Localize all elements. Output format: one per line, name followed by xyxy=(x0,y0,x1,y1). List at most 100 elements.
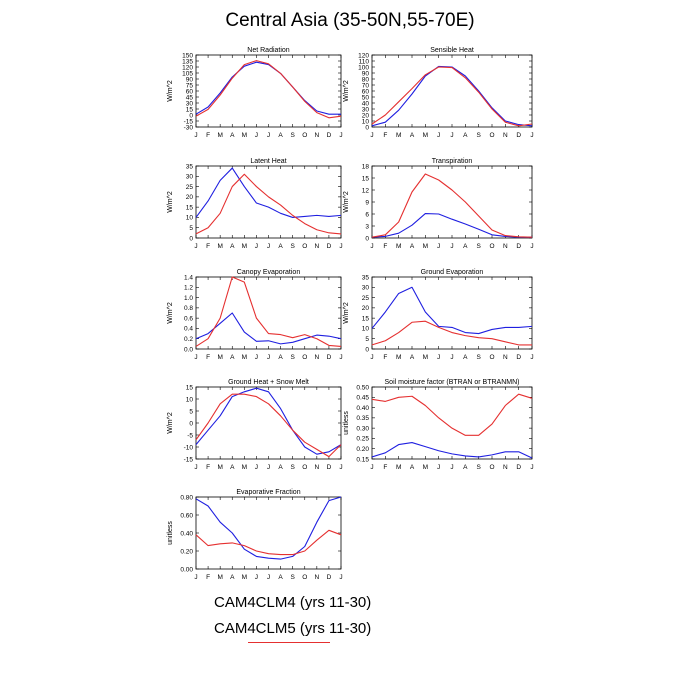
latent-heat-frame xyxy=(195,165,342,239)
soil-moisture-factor-btran-or-btranmn-xtick-label: J xyxy=(437,464,440,471)
ground-evaporation-xtick-label: J xyxy=(530,354,533,361)
ground-evaporation-ytick-label: 25 xyxy=(362,295,370,302)
ground-heat-snow-melt-xtick-label: A xyxy=(278,464,283,471)
canopy-evaporation-xtick-label: A xyxy=(278,354,283,361)
net-radiation-xtick-label: J xyxy=(194,132,197,139)
evaporative-fraction-series-line-clm5 xyxy=(195,529,342,556)
ground-evaporation-ytick-label: 0 xyxy=(365,346,369,353)
panel-evaporative-fraction: Evaporative Fraction unitless 0.00 0.20 0.40… xyxy=(167,489,343,581)
latent-heat-ytick-label: 5 xyxy=(189,225,193,232)
ground-heat-snow-melt-xtick-label: J xyxy=(194,464,197,471)
net-radiation-series-line-clm4 xyxy=(195,61,341,115)
canopy-evaporation-ytick-label: 0.0 xyxy=(184,346,193,353)
sensible-heat-ytick-label: 60 xyxy=(362,88,370,95)
net-radiation-ytick-label: 45 xyxy=(186,94,194,101)
ground-heat-snow-melt-xtick-label: J xyxy=(255,464,258,471)
net-radiation-xtick-label: S xyxy=(290,132,295,139)
sensible-heat-ylabel: W/m^2 xyxy=(343,80,350,102)
net-radiation-ytick-label: 135 xyxy=(182,58,193,65)
sensible-heat-xtick-label: M xyxy=(396,132,401,139)
soil-moisture-factor-btran-or-btranmn-xtick-label: J xyxy=(530,464,533,471)
ground-evaporation-xtick-label: A xyxy=(410,354,415,361)
soil-moisture-factor-btran-or-btranmn-ytick-label: 0.15 xyxy=(356,456,369,463)
transpiration-xtick-label: J xyxy=(437,243,440,250)
soil-moisture-factor-btran-or-btranmn-xtick-label: M xyxy=(423,464,428,471)
sensible-heat-ytick-label: 0 xyxy=(365,124,369,131)
ground-evaporation-frame xyxy=(371,276,533,350)
soil-moisture-factor-btran-or-btranmn-title: Soil moisture factor (BTRAN or BTRANMN) xyxy=(385,379,520,386)
legend-swatch-clm5 xyxy=(248,642,330,643)
ground-heat-snow-melt-xtick-label: D xyxy=(327,464,332,471)
transpiration-xtick-label: D xyxy=(516,243,521,250)
transpiration-title: Transpiration xyxy=(432,158,473,165)
ground-evaporation-ytick-label: 35 xyxy=(362,274,370,281)
sensible-heat-series-line-clm4 xyxy=(371,65,533,127)
ground-evaporation-xtick-label: N xyxy=(503,354,508,361)
latent-heat-xtick-label: O xyxy=(302,243,307,250)
canopy-evaporation-xtick-label: S xyxy=(290,354,295,361)
canopy-evaporation-series-line-clm4 xyxy=(195,312,342,345)
evaporative-fraction-xtick-label: J xyxy=(267,574,270,581)
soil-moisture-factor-btran-or-btranmn-ytick-label: 0.45 xyxy=(356,395,369,402)
ground-heat-snow-melt-ytick-label: 10 xyxy=(186,396,194,403)
ground-heat-snow-melt-ytick-label: 15 xyxy=(186,384,194,391)
canopy-evaporation-title: Canopy Evaporation xyxy=(237,269,301,276)
soil-moisture-factor-btran-or-btranmn-xtick-label: O xyxy=(489,464,494,471)
soil-moisture-factor-btran-or-btranmn-xtick-label: F xyxy=(383,464,387,471)
ground-heat-snow-melt-ytick-label: 0 xyxy=(189,420,193,427)
canopy-evaporation-xtick-label: M xyxy=(217,354,222,361)
transpiration-xtick-label: A xyxy=(410,243,415,250)
soil-moisture-factor-btran-or-btranmn-xtick-label: D xyxy=(516,464,521,471)
sensible-heat-ytick-label: 30 xyxy=(362,106,370,113)
ground-heat-snow-melt-xtick-label: F xyxy=(206,464,210,471)
evaporative-fraction-xtick-label: D xyxy=(327,574,332,581)
canopy-evaporation-xtick-label: J xyxy=(339,354,342,361)
soil-moisture-factor-btran-or-btranmn-ytick-label: 0.50 xyxy=(356,384,369,391)
net-radiation-title: Net Radiation xyxy=(247,47,290,54)
ground-evaporation-xtick-label: O xyxy=(489,354,494,361)
net-radiation-ytick-label: 15 xyxy=(186,106,194,113)
sensible-heat-xtick-label: A xyxy=(410,132,415,139)
canopy-evaporation-xtick-label: A xyxy=(230,354,235,361)
panel-net-radiation: Net Radiation W/m^2 -30-150153045607590105… xyxy=(167,47,343,139)
transpiration-xtick-label: F xyxy=(383,243,387,250)
figure-title: Central Asia (35-50N,55-70E) xyxy=(225,10,475,31)
sensible-heat-xtick-label: J xyxy=(450,132,453,139)
soil-moisture-factor-btran-or-btranmn-xtick-label: S xyxy=(476,464,481,471)
transpiration-series-line-clm4 xyxy=(371,213,532,238)
sensible-heat-ytick-label: 20 xyxy=(362,112,370,119)
canopy-evaporation-xtick-label: N xyxy=(314,354,319,361)
net-radiation-xtick-label: O xyxy=(302,132,307,139)
soil-moisture-factor-btran-or-btranmn-series-line-clm4 xyxy=(371,441,533,459)
latent-heat-title: Latent Heat xyxy=(250,158,286,165)
latent-heat-xtick-label: D xyxy=(327,243,332,250)
ground-evaporation-xtick-label: J xyxy=(437,354,440,361)
evaporative-fraction-ylabel: unitless xyxy=(167,521,174,545)
net-radiation-xtick-label: M xyxy=(217,132,222,139)
ground-evaporation-ytick-label: 15 xyxy=(362,315,370,322)
canopy-evaporation-ytick-label: 0.8 xyxy=(184,305,193,312)
ground-evaporation-ytick-label: 30 xyxy=(362,285,370,292)
net-radiation-xtick-label: F xyxy=(206,132,210,139)
evaporative-fraction-xtick-label: J xyxy=(255,574,258,581)
canopy-evaporation-ytick-label: 1.0 xyxy=(184,295,193,302)
transpiration-ytick-label: 12 xyxy=(362,187,370,194)
transpiration-xtick-label: J xyxy=(530,243,533,250)
ground-evaporation-series-line-clm4 xyxy=(371,286,533,335)
evaporative-fraction-title: Evaporative Fraction xyxy=(236,489,300,496)
latent-heat-xtick-label: A xyxy=(278,243,283,250)
net-radiation-xtick-label: A xyxy=(230,132,235,139)
transpiration-ytick-label: 9 xyxy=(365,199,369,206)
ground-heat-snow-melt-title: Ground Heat + Snow Melt xyxy=(228,379,309,386)
panel-ground-evaporation: Ground Evaporation W/m^2 0 5 10 15 20 25 30 35 J F M… xyxy=(343,269,534,361)
sensible-heat-ytick-label: 40 xyxy=(362,100,370,107)
soil-moisture-factor-btran-or-btranmn-ytick-label: 0.40 xyxy=(356,405,369,412)
transpiration-ytick-label: 15 xyxy=(362,175,370,182)
net-radiation-ytick-label: 0 xyxy=(189,112,193,119)
soil-moisture-factor-btran-or-btranmn-xtick-label: A xyxy=(463,464,468,471)
sensible-heat-xtick-label: M xyxy=(423,132,428,139)
evaporative-fraction-xtick-label: J xyxy=(339,574,342,581)
canopy-evaporation-xtick-label: D xyxy=(327,354,332,361)
ground-heat-snow-melt-xtick-label: O xyxy=(302,464,307,471)
ground-heat-snow-melt-ytick-label: 5 xyxy=(189,408,193,415)
